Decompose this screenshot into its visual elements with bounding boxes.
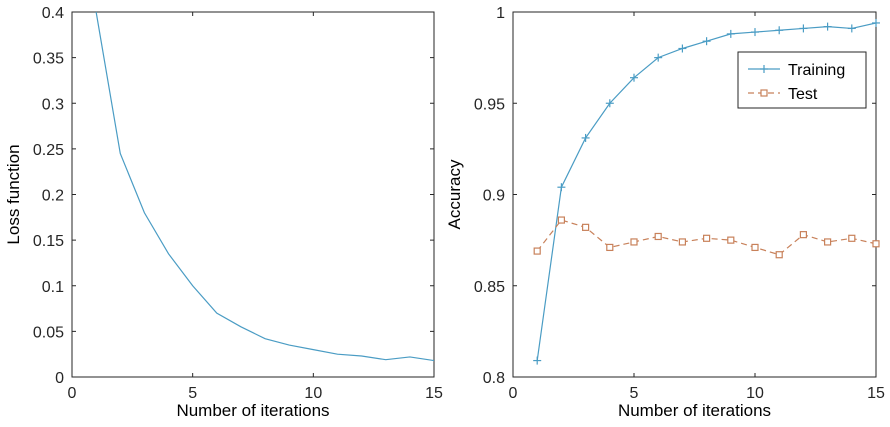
legend-label: Training xyxy=(788,62,845,79)
data-point xyxy=(630,73,638,82)
data-point xyxy=(654,232,662,241)
data-point xyxy=(727,236,735,244)
y-tick-label: 1 xyxy=(496,5,505,22)
data-point xyxy=(751,243,759,252)
x-tick-label: 10 xyxy=(746,385,764,402)
y-tick-label: 0.1 xyxy=(42,279,64,296)
data-point xyxy=(605,99,614,108)
data-point xyxy=(823,238,832,246)
data-point xyxy=(533,356,542,365)
y-tick-label: 0.4 xyxy=(42,5,64,22)
y-tick-label: 0.35 xyxy=(33,51,64,68)
data-point xyxy=(654,53,663,62)
x-tick-label: 0 xyxy=(509,385,518,402)
series-line xyxy=(95,11,434,362)
legend-marker xyxy=(760,65,768,73)
legend-marker xyxy=(760,89,768,97)
y-tick-label: 0 xyxy=(55,370,64,387)
y-tick-label: 0.15 xyxy=(33,233,64,250)
y-axis-label: Accuracy xyxy=(445,159,464,229)
y-tick-label: 0.3 xyxy=(42,96,64,113)
data-point xyxy=(726,29,735,38)
data-point xyxy=(799,24,808,33)
data-point xyxy=(581,223,590,231)
y-axis-label: Loss function xyxy=(4,144,23,244)
data-point xyxy=(557,216,566,224)
data-point xyxy=(702,234,711,242)
x-axis-label: Number of iterations xyxy=(618,401,771,420)
legend-label: Test xyxy=(788,86,818,103)
y-tick-label: 0.8 xyxy=(483,370,505,387)
y-tick-label: 0.2 xyxy=(42,188,64,205)
legend-box xyxy=(737,51,867,109)
data-point xyxy=(872,240,880,248)
x-tick-label: 10 xyxy=(304,385,322,402)
data-point xyxy=(606,243,614,252)
x-tick-label: 5 xyxy=(630,385,639,402)
x-tick-label: 15 xyxy=(867,385,885,402)
data-point xyxy=(533,247,541,255)
data-point xyxy=(751,28,759,37)
loss-chart: 0 5 10 15 0 0.05 0.1 0.15 0.2 0.25 0.3 0.35 0.4 Numbe… xyxy=(4,5,443,420)
data-point xyxy=(702,37,711,46)
accuracy-chart: 0 5 10 15 0.8 0.85 0.9 0.95 1 Number of iteration… xyxy=(445,5,885,420)
data-point xyxy=(847,24,856,33)
data-point xyxy=(678,238,687,246)
data-point xyxy=(630,238,638,246)
data-point xyxy=(823,22,832,31)
x-axis-label: Number of iterations xyxy=(176,401,329,420)
y-tick-label: 0.95 xyxy=(474,96,505,113)
x-tick-label: 0 xyxy=(68,385,77,402)
x-tick-label: 5 xyxy=(188,385,197,402)
data-point xyxy=(775,26,784,35)
axes-box xyxy=(71,11,435,378)
data-point xyxy=(557,183,566,192)
y-tick-label: 0.9 xyxy=(483,188,505,205)
y-tick-label: 0.85 xyxy=(474,279,505,296)
data-point xyxy=(775,251,783,259)
y-tick-label: 0.25 xyxy=(33,142,64,159)
data-point xyxy=(678,44,687,53)
data-point xyxy=(581,133,590,142)
data-point xyxy=(848,234,856,242)
data-point xyxy=(799,231,808,239)
data-point xyxy=(872,18,880,27)
x-tick-label: 15 xyxy=(425,385,443,402)
y-tick-label: 0.05 xyxy=(33,324,64,341)
